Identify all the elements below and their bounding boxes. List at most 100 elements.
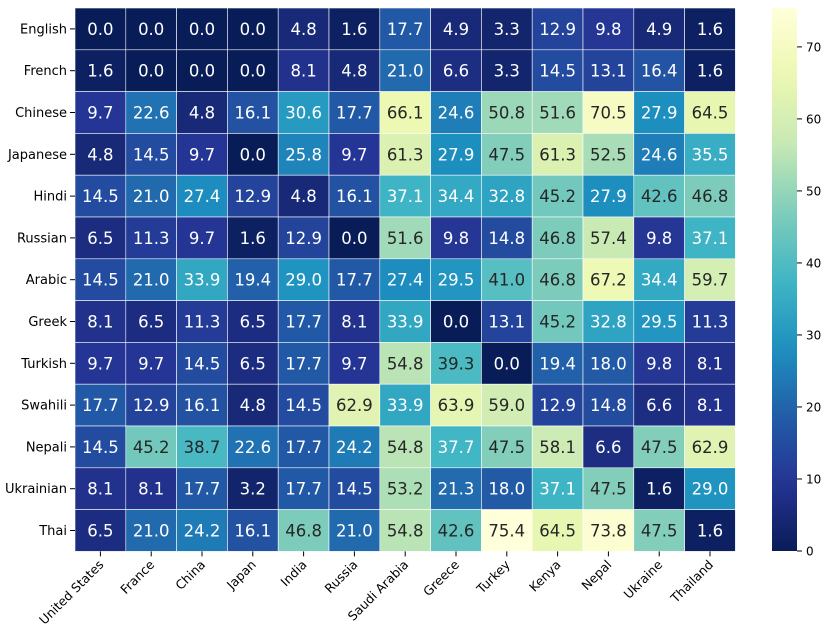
cell-value-label: 4.8 — [87, 145, 113, 164]
cell-value-label: 3.3 — [494, 62, 520, 81]
cell-value-label: 0.0 — [87, 20, 113, 39]
cell-value-label: 46.8 — [539, 271, 576, 290]
column-labels: United States France China Japan India Russia… — [36, 551, 716, 627]
cell-value-label: 24.2 — [336, 438, 373, 457]
cell-value-label: 0.0 — [240, 145, 266, 164]
cell-value-label: 61.3 — [387, 145, 424, 164]
cell-value-label: 9.7 — [87, 354, 113, 373]
heatmap-cell — [125, 467, 177, 510]
heatmap-cell — [633, 467, 685, 510]
cell-value-label: 52.5 — [590, 145, 627, 164]
heatmap-cell — [74, 216, 127, 260]
cell-value-label: 29.5 — [641, 313, 678, 332]
cell-value-label: 33.9 — [387, 313, 424, 332]
cell-value-label: 35.5 — [692, 145, 729, 164]
heatmap-cell — [176, 216, 228, 260]
row-label: Chinese — [15, 106, 67, 121]
heatmap-cell — [633, 7, 685, 51]
heatmap-cell — [74, 425, 127, 469]
heatmap-cell — [633, 216, 685, 260]
cell-value-label: 0.0 — [189, 62, 215, 81]
cell-value-label: 39.3 — [438, 354, 475, 373]
cell-value-label: 9.7 — [341, 354, 367, 373]
column-label: United States — [36, 557, 106, 627]
cell-value-label: 9.8 — [443, 229, 469, 248]
heatmap-cell — [328, 383, 381, 427]
heatmap-cell — [633, 91, 685, 134]
heatmap-cell — [277, 91, 330, 134]
cell-value-label: 4.8 — [189, 104, 215, 123]
cell-value-label: 45.2 — [539, 187, 576, 206]
heatmap-cell — [481, 342, 533, 385]
heatmap-cell — [277, 7, 330, 51]
cell-value-label: 0.0 — [138, 20, 164, 39]
heatmap-cell — [328, 300, 381, 343]
cell-value-label: 62.9 — [692, 438, 729, 457]
colorbar: 0 10 20 30 40 50 60 70 — [772, 8, 821, 559]
cell-value-label: 14.5 — [285, 396, 322, 415]
cell-value-label: 12.9 — [539, 20, 576, 39]
heatmap-cell — [684, 216, 736, 260]
heatmap-cell — [227, 300, 279, 343]
cell-value-label: 41.0 — [488, 271, 525, 290]
cell-value-label: 53.2 — [387, 480, 424, 499]
cell-value-label: 14.8 — [488, 229, 525, 248]
heatmap-cell — [379, 342, 431, 385]
heatmap-cell — [125, 383, 177, 427]
heatmap-cell — [582, 216, 635, 260]
heatmap-cell — [481, 216, 533, 260]
heatmap-cell — [531, 383, 584, 427]
heatmap-cell — [531, 509, 584, 552]
heatmap-cell — [227, 342, 279, 385]
cell-value-label: 59.0 — [488, 396, 525, 415]
cell-value-label: 27.4 — [184, 187, 221, 206]
heatmap-cell — [684, 91, 736, 134]
heatmap-cell — [481, 467, 533, 510]
cell-value-label: 47.5 — [641, 438, 678, 457]
heatmap-cell — [125, 216, 177, 260]
cell-value-label: 73.8 — [590, 522, 627, 541]
cell-value-label: 4.8 — [290, 187, 316, 206]
cell-value-label: 0.0 — [189, 20, 215, 39]
heatmap-cell — [74, 133, 127, 176]
cell-value-label: 37.7 — [438, 438, 475, 457]
cell-value-label: 22.6 — [234, 438, 271, 457]
heatmap-cell — [176, 258, 228, 301]
heatmap-cell — [684, 49, 736, 92]
heatmap-cell — [176, 383, 228, 427]
heatmap-cell — [227, 509, 279, 552]
heatmap-cell — [277, 216, 330, 260]
heatmap-cell — [277, 425, 330, 469]
cell-value-label: 27.9 — [438, 145, 475, 164]
cell-value-label: 17.7 — [336, 104, 373, 123]
heatmap-cell — [328, 133, 381, 176]
cell-value-label: 17.7 — [285, 354, 322, 373]
heatmap-cell — [328, 7, 381, 51]
cell-value-label: 70.5 — [590, 104, 627, 123]
cell-value-label: 6.6 — [443, 62, 469, 81]
cell-value-label: 75.4 — [488, 522, 525, 541]
heatmap-cell — [227, 174, 279, 218]
heatmap-cell — [227, 383, 279, 427]
cell-value-label: 0.0 — [138, 62, 164, 81]
cell-value-label: 51.6 — [387, 229, 424, 248]
heatmap-cell — [430, 383, 482, 427]
heatmap-cell — [430, 425, 482, 469]
cell-value-label: 9.8 — [595, 20, 621, 39]
heatmap-cell — [633, 133, 685, 176]
cell-value-label: 16.1 — [234, 104, 271, 123]
cell-value-label: 0.0 — [443, 313, 469, 332]
cell-value-label: 0.0 — [240, 20, 266, 39]
cell-value-label: 37.1 — [692, 229, 729, 248]
column-label: Greece — [420, 557, 462, 599]
cell-value-label: 8.1 — [138, 480, 164, 499]
cell-value-label: 3.2 — [240, 480, 266, 499]
heatmap-cell — [684, 467, 736, 510]
cell-value-label: 66.1 — [387, 104, 424, 123]
cell-value-label: 17.7 — [285, 480, 322, 499]
heatmap-cell — [379, 383, 431, 427]
cell-value-label: 57.4 — [590, 229, 627, 248]
heatmap-cell — [379, 49, 431, 92]
row-label: English — [20, 22, 67, 37]
